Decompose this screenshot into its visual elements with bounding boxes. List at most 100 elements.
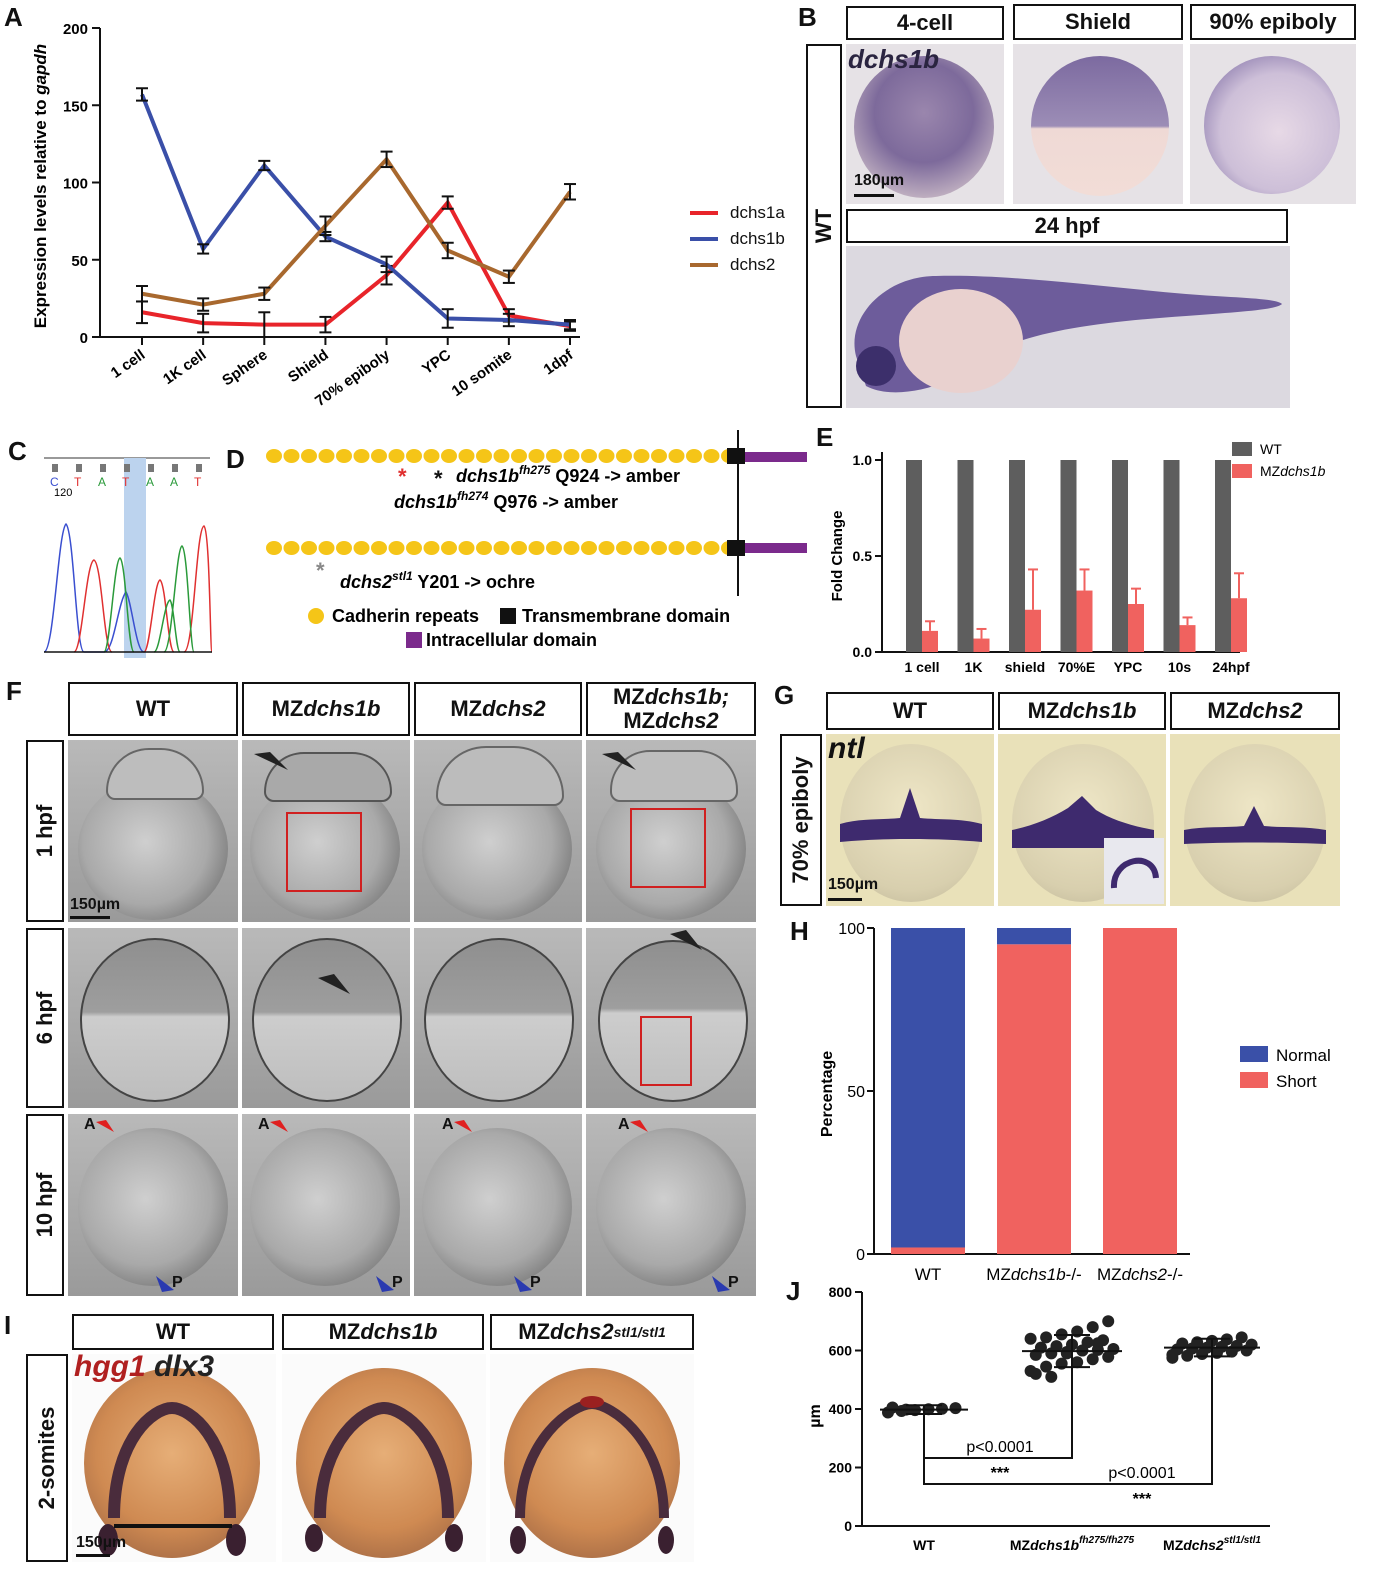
panel-i-header-mzdchs2: MZ dchs2 stl1/stl1 xyxy=(490,1314,694,1350)
blastomeres xyxy=(436,746,564,806)
chart-e-fold-change: Fold Change 0.0 0.5 1.0 1 cell 1K shield 70%E YP… xyxy=(829,441,1326,675)
panel-f-row-1hpf: 1 hpf xyxy=(26,740,64,922)
cadherin-repeat xyxy=(441,541,457,555)
photo-f-6hpf-double xyxy=(586,928,756,1108)
data-point xyxy=(1235,1331,1248,1344)
bar-wt xyxy=(1163,460,1180,652)
cadherin-repeat xyxy=(493,449,510,463)
panel-label-i: I xyxy=(4,1310,12,1340)
panel-b-side-wt: WT xyxy=(806,44,842,408)
panel-d-domain-diagram: * * * dchs1bfh275 Q924 -> amber dchs1bfh… xyxy=(266,430,807,650)
cadherin-repeat xyxy=(546,449,562,463)
base-marker xyxy=(76,464,82,472)
cadherin-repeat xyxy=(493,541,510,555)
panel-i-side-label: 2-somites xyxy=(34,1406,59,1510)
chart-h-ytick-label: 50 xyxy=(847,1084,865,1101)
panel-g-scale-label: 150µm xyxy=(828,876,879,893)
legend-cadherin-label: Cadherin repeats xyxy=(332,606,479,626)
panel-b-header-90epiboly: 90% epiboly xyxy=(1190,4,1356,40)
panel-i-scale-label: 150µm xyxy=(76,1534,127,1551)
panel-b-header-4cell: 4-cell xyxy=(846,6,1004,40)
cadherin-repeat xyxy=(458,541,475,555)
data-point xyxy=(1245,1338,1258,1351)
base-marker xyxy=(124,464,130,472)
legend-label-short: Short xyxy=(1276,1072,1317,1091)
bar-short xyxy=(891,1247,965,1254)
panel-g-header-mzdchs2-gene: dchs2 xyxy=(1239,698,1303,723)
chart-e-xtick-label: 70%E xyxy=(1058,659,1095,675)
panel-g-header-wt: WT xyxy=(826,692,994,730)
embryo xyxy=(78,1128,228,1286)
legend-tm-swatch xyxy=(500,608,516,624)
trace-blue xyxy=(44,522,145,653)
panel-f-scale-label: 150µm xyxy=(70,896,121,913)
cadherin-repeat xyxy=(563,449,580,463)
marker-a: A xyxy=(618,1116,630,1133)
mutation-star-black: * xyxy=(434,466,443,491)
embryo xyxy=(598,940,748,1102)
bar-short xyxy=(997,944,1071,1254)
cadherin-repeat xyxy=(581,541,597,555)
chart-a-xtick-label: 1dpf xyxy=(541,346,578,379)
red-box xyxy=(640,1016,692,1086)
panel-label-c: C xyxy=(8,436,27,466)
photo-i-wt: hgg1 dlx3 150µm xyxy=(72,1354,276,1562)
chart-j-ytick-label: 200 xyxy=(829,1460,853,1476)
chart-e-xtick-label: 24hpf xyxy=(1212,659,1250,675)
cadherin-repeat xyxy=(651,541,667,555)
cadherin-repeat xyxy=(283,541,300,555)
chart-j-ytick-label: 800 xyxy=(829,1284,853,1300)
series-line-dchs1a xyxy=(141,199,571,329)
panel-label-h: H xyxy=(790,916,809,946)
photo-b-24hpf xyxy=(846,246,1290,408)
chart-j-length: µm 0 200 400 600 800 WT MZdchs1bfh275/fh275 MZdc… xyxy=(807,1284,1270,1553)
embryo-b-90epiboly xyxy=(1204,56,1340,194)
arrowhead-black xyxy=(318,974,350,994)
arrowhead-black xyxy=(254,752,288,770)
bar-normal xyxy=(997,928,1071,945)
photo-f-10hpf-mz2: A P xyxy=(414,1114,582,1296)
data-point xyxy=(1091,1337,1104,1350)
mutation-star-gray: * xyxy=(316,558,325,583)
photo-b-4cell: dchs1b 180µm xyxy=(846,44,1004,204)
yolk xyxy=(899,289,1023,393)
chart-a-ytick-label: 100 xyxy=(63,176,88,193)
panel-f-header-mzdchs1b-gene: dchs1b xyxy=(303,696,381,721)
arrowhead-blue xyxy=(514,1276,532,1292)
arrowhead-blue xyxy=(156,1276,174,1292)
data-point xyxy=(1050,1340,1063,1353)
photo-f-6hpf-mz2 xyxy=(414,928,582,1108)
legend-label-mz-gene: dchs1b xyxy=(1280,463,1325,479)
tm-domain-1 xyxy=(727,448,745,464)
photo-g-mz1b xyxy=(998,734,1166,906)
cadherin-repeat xyxy=(686,449,702,463)
panel-label-a: A xyxy=(4,2,23,32)
legend-label-mzdchs1b: MZdchs1b xyxy=(1260,463,1326,479)
panel-i-header-sup: stl1/stl1 xyxy=(613,1324,666,1340)
cadherin-repeat xyxy=(388,449,405,463)
bar-wt xyxy=(1060,460,1077,652)
legend-label-wt: WT xyxy=(1260,441,1282,457)
chart-a-xtick-label: YPC xyxy=(419,346,454,378)
panel-b-header-24hpf: 24 hpf xyxy=(846,209,1288,243)
cadherin-repeat xyxy=(511,541,527,555)
cadherin-repeat xyxy=(336,449,352,463)
cadherin-repeat xyxy=(651,449,667,463)
cadherin-repeat xyxy=(598,541,615,555)
panel-i-header-mzdchs1b: MZ dchs1b xyxy=(282,1314,484,1350)
cadherin-repeat xyxy=(388,541,405,555)
sig-stars-1: *** xyxy=(991,1465,1010,1482)
cadherin-repeat xyxy=(266,449,282,463)
inset xyxy=(1104,838,1164,904)
arrowhead-black xyxy=(602,752,636,770)
marker-p: P xyxy=(728,1274,739,1291)
marker-p: P xyxy=(530,1274,541,1291)
chart-j-xtick-label: MZdchs1bfh275/fh275 xyxy=(1010,1535,1135,1553)
sig-pvalue-1: p<0.0001 xyxy=(966,1439,1033,1456)
cadherin-repeat xyxy=(266,541,282,555)
arrowhead-red xyxy=(270,1120,288,1132)
chart-e-xtick-label: 1K xyxy=(965,659,983,675)
cadherin-repeat xyxy=(528,541,545,555)
cadherin-repeat xyxy=(406,541,422,555)
chart-a-xtick-label: 1K cell xyxy=(160,346,209,388)
